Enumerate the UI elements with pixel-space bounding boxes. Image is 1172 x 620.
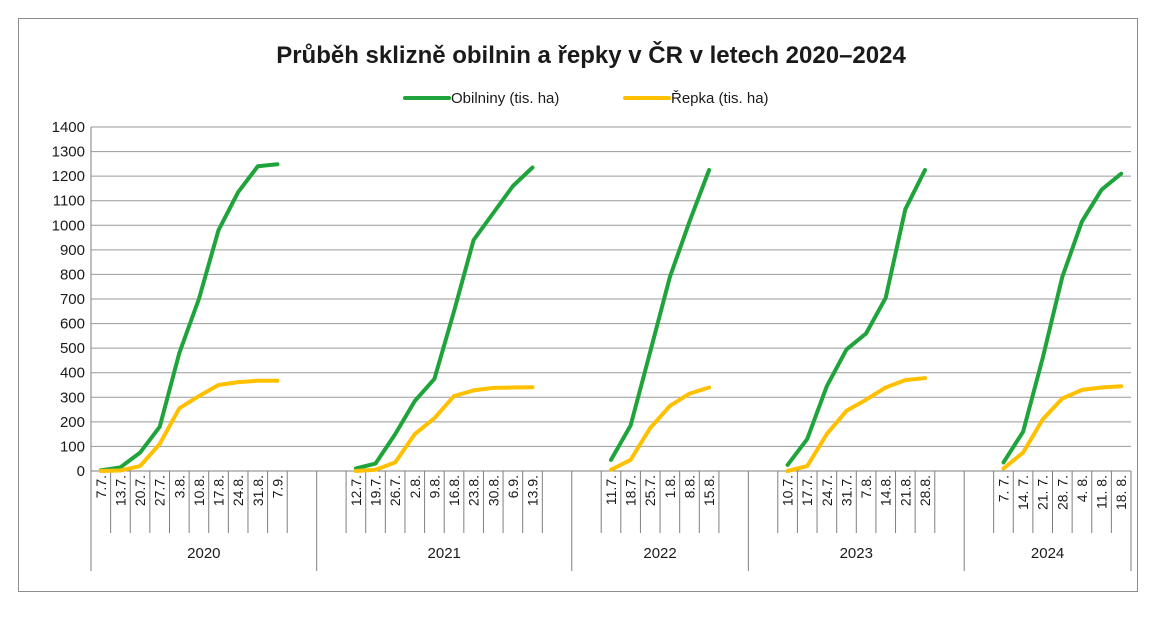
legend-label: Řepka (tis. ha)	[671, 90, 769, 107]
y-tick-label: 500	[60, 340, 85, 357]
line-chart: Průběh sklizně obilnin a řepky v ČR v le…	[52, 41, 1132, 571]
y-tick-label: 0	[77, 463, 85, 480]
y-tick-label: 800	[60, 266, 85, 283]
x-tick-label: 7.7.	[93, 475, 109, 498]
x-tick-label: 28.8.	[917, 475, 933, 506]
y-tick-label: 100	[60, 438, 85, 455]
x-tick-label: 8.8.	[681, 475, 697, 498]
chart-frame: Průběh sklizně obilnin a řepky v ČR v le…	[18, 18, 1138, 592]
x-tick-label: 10.7.	[780, 475, 796, 506]
x-tick-label: 30.8.	[485, 475, 501, 506]
x-tick-label: 1.8.	[662, 475, 678, 498]
x-tick-label: 12.7.	[348, 475, 364, 506]
y-tick-label: 1400	[52, 119, 85, 136]
x-tick-label: 20.7.	[132, 475, 148, 506]
series-line-obilniny-2023	[785, 168, 927, 467]
x-tick-label: 13.7.	[112, 475, 128, 506]
series-line-obilniny-2024	[1001, 171, 1124, 465]
y-tick-label: 700	[60, 291, 85, 308]
series-line-repka-2022	[609, 385, 712, 472]
x-tick-label: 31.8.	[250, 475, 266, 506]
x-tick-label: 7. 7.	[995, 475, 1011, 502]
group-label: 2020	[187, 545, 220, 562]
x-tick-label: 7.9.	[269, 475, 285, 498]
x-tick-label: 14.8.	[878, 475, 894, 506]
x-tick-label: 6.9.	[505, 475, 521, 498]
x-tick-label: 21. 7.	[1035, 475, 1051, 510]
y-tick-label: 300	[60, 389, 85, 406]
x-tick-label: 14. 7.	[1015, 475, 1031, 510]
x-tick-label: 16.8.	[446, 475, 462, 506]
series-line-repka-2021	[353, 385, 535, 473]
x-tick-label: 31.7.	[838, 475, 854, 506]
x-tick-label: 19.7.	[368, 475, 384, 506]
x-tick-label: 24.7.	[819, 475, 835, 506]
x-tick-label: 7.8.	[858, 475, 874, 498]
series-line-repka-2023	[785, 376, 927, 473]
x-tick-label: 23.8.	[466, 475, 482, 506]
y-tick-label: 400	[60, 365, 85, 382]
x-tick-label: 11. 8.	[1094, 475, 1110, 509]
series-line-repka-2020	[98, 378, 280, 473]
y-tick-label: 600	[60, 316, 85, 333]
y-tick-label: 900	[60, 242, 85, 259]
series-line-obilniny-2020	[98, 162, 280, 473]
y-tick-label: 1000	[52, 217, 85, 234]
x-tick-label: 26.7.	[387, 475, 403, 506]
x-tick-label: 18. 8.	[1113, 475, 1129, 510]
x-tick-label: 11.7.	[603, 475, 619, 505]
group-label: 2021	[428, 545, 461, 562]
x-tick-label: 2.8.	[407, 475, 423, 498]
series-line-repka-2024	[1001, 384, 1124, 471]
legend-label: Obilniny (tis. ha)	[451, 90, 559, 107]
x-tick-label: 18.7.	[623, 475, 639, 506]
x-tick-label: 9.8.	[426, 475, 442, 498]
group-label: 2022	[643, 545, 676, 562]
x-tick-label: 17.7.	[799, 475, 815, 506]
x-tick-label: 3.8.	[171, 475, 187, 498]
x-tick-label: 28. 7.	[1054, 475, 1070, 510]
x-tick-label: 10.8.	[191, 475, 207, 506]
plot-area: 0 100 200 300 400 500 600 700 800 900 1000 1100 1200…	[52, 119, 1132, 571]
x-tick-label: 27.7.	[152, 475, 168, 506]
chart-title: Průběh sklizně obilnin a řepky v ČR v le…	[276, 41, 906, 69]
x-tick-label: 13.9.	[525, 475, 541, 506]
group-label: 2024	[1031, 545, 1064, 562]
y-tick-label: 1100	[53, 193, 85, 210]
x-tick-label: 24.8.	[230, 475, 246, 506]
group-label: 2023	[840, 545, 873, 562]
series-line-obilniny-2022	[609, 168, 712, 462]
x-tick-label: 21.8.	[897, 475, 913, 506]
x-tick-label: 25.7.	[642, 475, 658, 506]
series-line-obilniny-2021	[353, 165, 535, 471]
y-tick-label: 200	[60, 414, 85, 431]
x-tick-label: 17.8.	[211, 475, 227, 506]
x-tick-label: 15.8.	[701, 475, 717, 506]
x-tick-label: 4. 8.	[1074, 475, 1090, 502]
legend: Obilniny (tis. ha) Řepka (tis. ha)	[403, 90, 769, 107]
y-tick-label: 1200	[52, 168, 85, 185]
y-tick-label: 1300	[52, 144, 85, 161]
